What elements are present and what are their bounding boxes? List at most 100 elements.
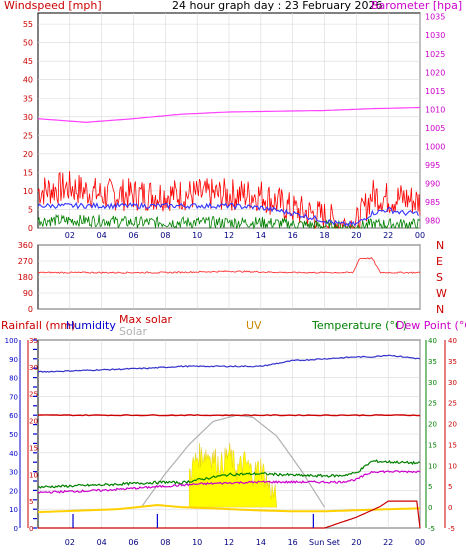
humidity-tick: 60 xyxy=(9,412,18,420)
chart-title: 24 hour graph day : 23 February 2026 xyxy=(172,0,383,12)
humidity-tick: 20 xyxy=(9,487,18,495)
windspeed-tick: 5 xyxy=(28,205,33,214)
legend-humidity: Humidity xyxy=(66,319,116,332)
time-tick: 14 xyxy=(256,231,266,240)
time-tick: 06 xyxy=(128,231,138,240)
temperature-tick: 10 xyxy=(428,462,437,470)
barometer-tick: 1035 xyxy=(425,13,445,22)
windspeed-tick: 20 xyxy=(23,150,33,159)
humidity-tick: 70 xyxy=(9,393,18,401)
barometer-tick-labels: 980 985 990 995 1000 1005 1010 1015 1020 1025 1030… xyxy=(425,13,445,226)
barometer-tick: 1015 xyxy=(425,87,445,96)
time-tick: 00 xyxy=(415,231,425,240)
legend-uv: UV xyxy=(246,319,262,332)
direction-degree-labels: 0 90 180 270 360 xyxy=(18,241,33,314)
humidity-tick: 40 xyxy=(9,450,18,458)
direction-series xyxy=(37,257,421,274)
compass-tick: N xyxy=(436,239,444,252)
rain-tick: 20 xyxy=(29,418,38,426)
compass-tick: E xyxy=(436,255,443,268)
windspeed-tick: 40 xyxy=(23,76,33,85)
dew-point-tick: 25 xyxy=(448,400,457,408)
time-tick: 08 xyxy=(160,538,170,547)
compass-tick: S xyxy=(436,271,443,284)
rain-tick: 5 xyxy=(29,498,33,506)
time-tick: 04 xyxy=(97,538,107,547)
windspeed-tick: 55 xyxy=(23,20,33,29)
wind-series xyxy=(37,106,421,230)
temperature-tick: 35 xyxy=(428,358,437,366)
rain-tick: 15 xyxy=(29,444,38,452)
wind-panel-grid xyxy=(38,13,421,229)
time-tick: Sun Set xyxy=(309,538,340,547)
barometer-tick: 1000 xyxy=(425,142,445,151)
average-wind-line xyxy=(37,201,419,227)
direction-tick: 180 xyxy=(18,273,33,282)
direction-panel-grid xyxy=(38,244,421,310)
temperature-tick: 5 xyxy=(428,483,432,491)
barometer-tick: 1030 xyxy=(425,31,445,40)
barometer-tick: 1005 xyxy=(425,124,445,133)
humidity-line xyxy=(37,354,421,373)
compass-tick: W xyxy=(436,287,447,300)
time-tick: 16 xyxy=(288,231,298,240)
humidity-tick: 90 xyxy=(9,356,18,364)
dew-point-tick: 35 xyxy=(448,358,457,366)
dew-point-line xyxy=(37,470,421,494)
temperature-tick: 40 xyxy=(428,337,437,345)
temperature-line xyxy=(37,459,420,489)
time-tick: 08 xyxy=(160,231,170,240)
barometer-axis-title: Barometer [hpa] xyxy=(371,0,462,12)
windspeed-tick: 30 xyxy=(23,113,33,122)
time-tick: 02 xyxy=(65,231,75,240)
direction-tick: 0 xyxy=(28,305,33,314)
time-tick: 20 xyxy=(351,538,361,547)
barometer-line xyxy=(37,106,421,124)
rain-tick: 10 xyxy=(29,471,38,479)
time-tick: 10 xyxy=(192,231,202,240)
windspeed-tick: 50 xyxy=(23,39,33,48)
rain-tick: 25 xyxy=(29,391,38,399)
humidity-tick: 10 xyxy=(9,506,18,514)
dew-point-tick: 5 xyxy=(448,483,452,491)
barometer-tick: 990 xyxy=(425,180,440,189)
windspeed-tick: 25 xyxy=(23,131,33,140)
time-tick: 12 xyxy=(224,538,234,547)
windspeed-tick-labels: 0 5 10 15 20 25 30 35 40 45 50 55 xyxy=(23,20,33,233)
legend-dew-point: Dew Point (°C) xyxy=(396,319,466,332)
direction-tick: 270 xyxy=(18,257,33,266)
dew-point-tick: 10 xyxy=(448,462,457,470)
rainfall-line xyxy=(38,500,421,529)
gust-line xyxy=(37,171,421,230)
direction-line xyxy=(37,257,421,274)
windspeed-tick: 15 xyxy=(23,168,33,177)
climate-axis-labels: 010203040506070809010005101520253035-505… xyxy=(5,337,457,533)
windspeed-tick: 10 xyxy=(23,187,33,196)
windspeed-tick: 35 xyxy=(23,94,33,103)
dew-point-tick: 20 xyxy=(448,421,457,429)
uv-line xyxy=(38,503,420,514)
rain-tick: 35 xyxy=(29,337,38,345)
windspeed-tick: 45 xyxy=(23,57,33,66)
humidity-tick: 50 xyxy=(9,431,18,439)
windspeed-tick: 0 xyxy=(28,224,33,233)
barometer-tick: 995 xyxy=(425,161,440,170)
barometer-tick: 985 xyxy=(425,198,440,207)
rain-tick: 0 xyxy=(29,525,33,533)
legend-rainfall: Rainfall (mm) xyxy=(1,319,75,332)
temperature-tick: 25 xyxy=(428,400,437,408)
direction-tick: 360 xyxy=(18,241,33,250)
time-tick: 22 xyxy=(383,538,393,547)
dew-point-tick: -5 xyxy=(448,525,455,533)
humidity-tick: 80 xyxy=(9,375,18,383)
temperature-tick: 20 xyxy=(428,421,437,429)
solar-curve-line xyxy=(141,414,326,508)
time-tick: 18 xyxy=(319,231,329,240)
lull-line xyxy=(37,213,421,230)
barometer-tick: 1025 xyxy=(425,50,445,59)
temperature-tick: 0 xyxy=(428,504,432,512)
time-tick: 16 xyxy=(288,538,298,547)
legend-temperature: Temperature (°C) xyxy=(311,319,407,332)
